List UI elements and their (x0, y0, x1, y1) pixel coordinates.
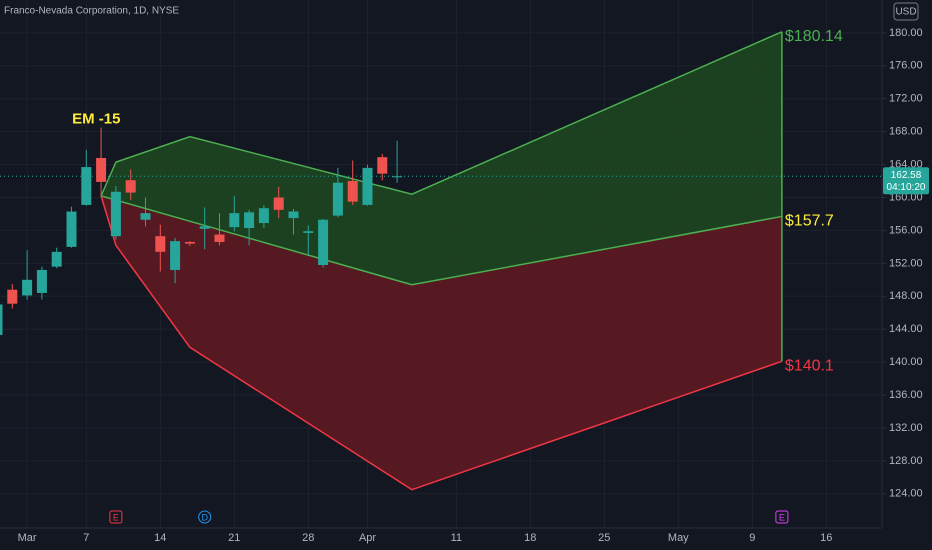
candle-body (96, 158, 107, 182)
event-marker[interactable] (198, 510, 212, 524)
plot-area (0, 31, 882, 491)
event-marker[interactable] (775, 510, 789, 524)
y-tick-label: 136.00 (889, 389, 923, 401)
x-tick-label: 21 (228, 532, 240, 544)
candle-body (199, 226, 210, 229)
range-label: $157.7 (785, 213, 834, 230)
candle-body (392, 176, 403, 178)
candle-body (81, 167, 92, 205)
range-line (100, 31, 783, 197)
candle-body (258, 208, 269, 224)
event-label[interactable]: D (201, 512, 208, 522)
candle-body (140, 213, 151, 220)
candle-body (36, 269, 47, 293)
candle-body (332, 182, 343, 216)
candle-body (22, 279, 33, 296)
y-tick-label: 144.00 (889, 323, 923, 335)
candle-body (362, 167, 373, 205)
bar-countdown: 04:10:20 (887, 182, 926, 193)
y-tick-label: 124.00 (889, 488, 923, 500)
candle-body (110, 191, 121, 237)
y-tick-label: 156.00 (889, 224, 923, 236)
y-tick-label: 176.00 (889, 60, 923, 72)
range-label: $140.1 (785, 358, 834, 375)
candle-body (7, 289, 18, 304)
x-tick-label: 18 (524, 532, 536, 544)
y-tick-label: 168.00 (889, 126, 923, 138)
candle-body (229, 213, 240, 228)
event-marker[interactable] (109, 510, 123, 524)
y-tick-label: 148.00 (889, 290, 923, 302)
upper-range-fill (101, 31, 782, 285)
y-tick-label: 180.00 (889, 27, 923, 39)
candle-body (303, 231, 314, 233)
candle-body (170, 241, 181, 270)
x-tick-label: 16 (820, 532, 832, 544)
x-tick-label: Apr (359, 532, 376, 544)
x-tick-label: Mar (18, 532, 37, 544)
candle-body (0, 304, 3, 335)
x-tick-label: May (668, 532, 689, 544)
last-price-tag (883, 167, 929, 195)
candle-body (125, 180, 136, 193)
candle-body (288, 211, 299, 219)
candle-body (244, 212, 255, 228)
y-tick-label: 152.00 (889, 257, 923, 269)
candle-body (155, 236, 166, 252)
candle-body (184, 241, 195, 244)
event-label[interactable]: E (779, 512, 785, 522)
currency[interactable]: USD (895, 7, 916, 18)
x-tick-label: 9 (749, 532, 755, 544)
y-tick-label: 140.00 (889, 356, 923, 368)
lower-range-fill (101, 195, 782, 490)
y-tick-label: 128.00 (889, 455, 923, 467)
x-tick-label: 14 (154, 532, 166, 544)
last-price-label: 162.58 (891, 170, 922, 181)
axes: 124.00 128.00 132.00 136.00 140.00 144.00 148.… (18, 27, 923, 544)
candle-body (318, 219, 329, 265)
y-tick-label: 160.00 (889, 191, 923, 203)
x-tick-label: 28 (302, 532, 314, 544)
candle-body (66, 211, 77, 247)
event-label[interactable]: E (113, 512, 119, 522)
x-tick-label: 25 (598, 532, 610, 544)
annotation: EM -15 (72, 111, 120, 128)
candle-body (273, 197, 284, 210)
x-tick-label: 11 (451, 532, 462, 544)
chart-title: Franco-Nevada Corporation, 1D, NYSE (4, 6, 179, 17)
candle-body (214, 234, 225, 242)
candle-body (347, 181, 358, 202)
candle-body (377, 157, 388, 174)
candle-body (51, 251, 62, 267)
range-label: $180.14 (785, 28, 843, 45)
y-tick-label: 172.00 (889, 93, 923, 105)
y-tick-label: 132.00 (889, 422, 923, 434)
x-tick-label: 7 (83, 532, 89, 544)
currency-box[interactable] (893, 2, 919, 21)
